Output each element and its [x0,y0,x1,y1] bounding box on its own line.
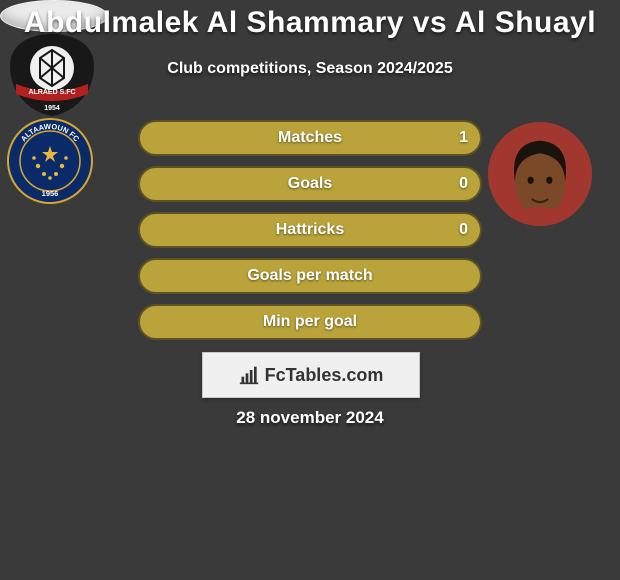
club-right-badge: ALTAAWOUN FC 1956 [0,118,100,204]
bar-chart-icon [239,365,259,385]
infographic-date: 28 november 2024 [0,408,620,428]
stat-bar: Hattricks0 [138,212,482,248]
stat-bar: Matches1 [138,120,482,156]
brand-badge: FcTables.com [202,352,420,398]
stat-bar-label: Min per goal [138,304,482,340]
svg-text:1954: 1954 [44,105,60,112]
stat-bar: Goals0 [138,166,482,202]
svg-text:ALRAED S.FC: ALRAED S.FC [28,89,75,96]
stat-bar-value: 0 [459,212,468,248]
stat-bars: Matches1Goals0Hattricks0Goals per matchM… [138,120,482,350]
page-title: Abdulmalek Al Shammary vs Al Shuayl [0,6,620,40]
stat-bar-value: 1 [459,120,468,156]
stat-bar-label: Goals per match [138,258,482,294]
brand-name: FcTables.com [265,365,384,386]
stat-bar: Goals per match [138,258,482,294]
stat-bar-label: Hattricks [138,212,482,248]
stat-bar-value: 0 [459,166,468,202]
page-subtitle: Club competitions, Season 2024/2025 [0,60,620,78]
stat-bar-label: Matches [138,120,482,156]
svg-text:1956: 1956 [42,189,59,198]
stat-bar-label: Goals [138,166,482,202]
comparison-infographic: Abdulmalek Al Shammary vs Al Shuayl Club… [0,0,620,580]
stat-bar: Min per goal [138,304,482,340]
player-right-avatar [488,122,592,226]
